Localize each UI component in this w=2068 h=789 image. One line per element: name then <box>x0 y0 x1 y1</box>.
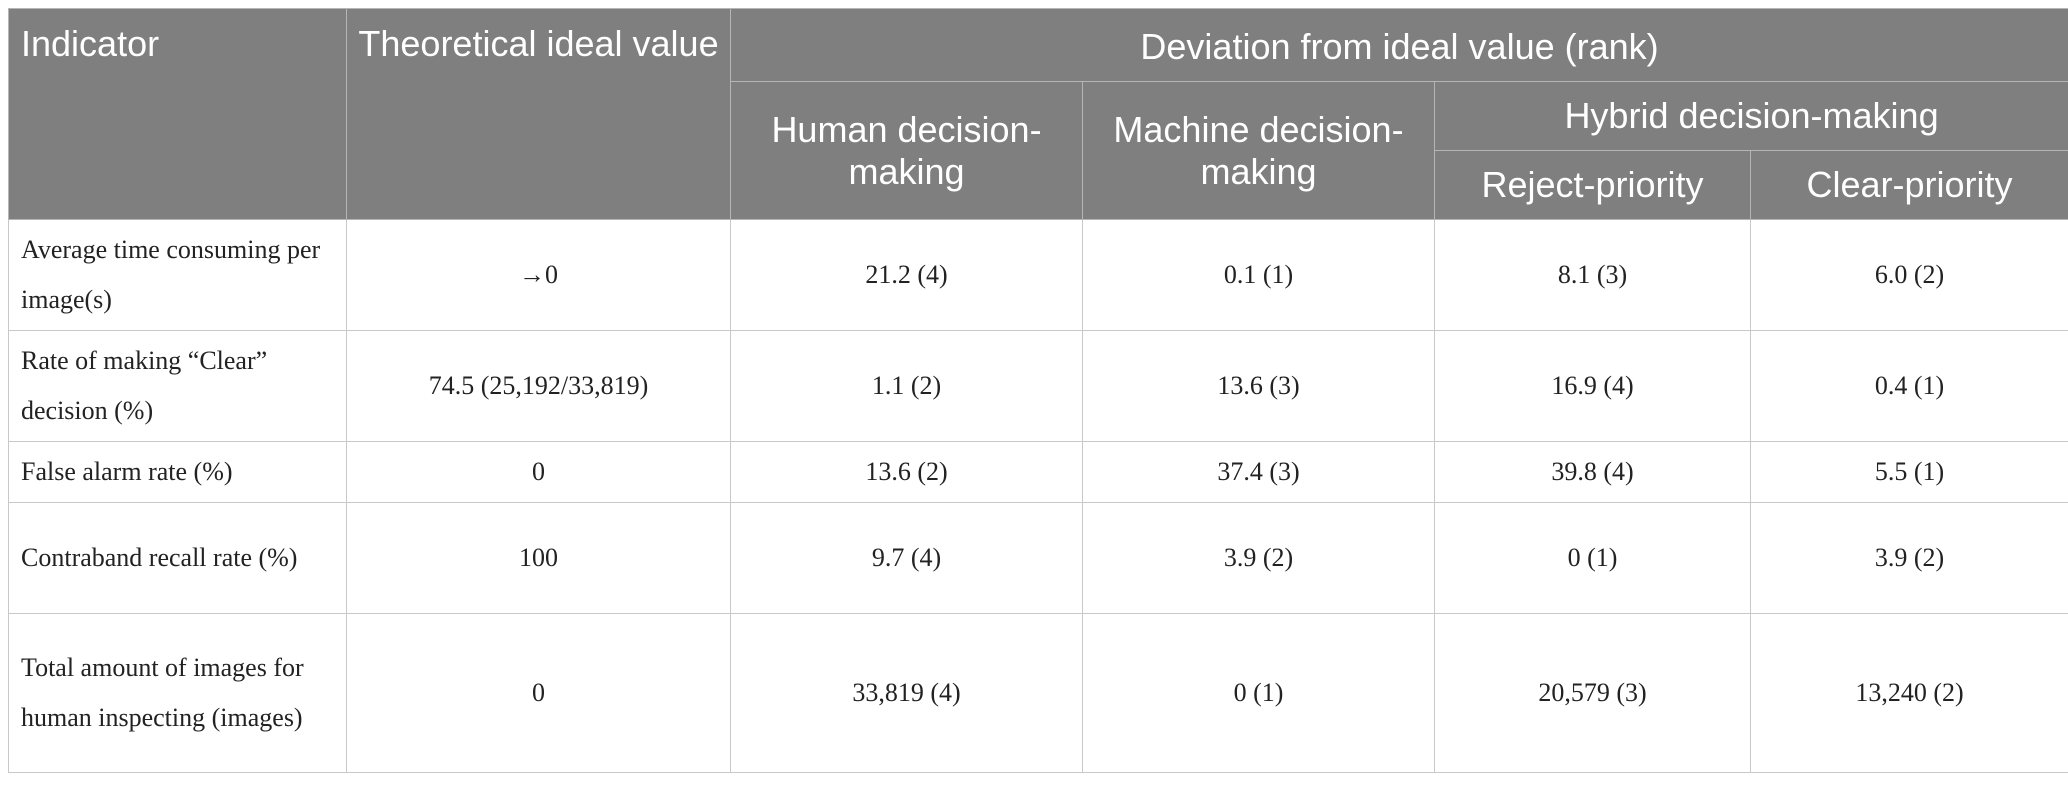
row-ideal: 0 <box>346 613 731 773</box>
row-indicator: Rate of making “Clear” decision (%) <box>8 330 347 442</box>
header-reject-priority: Reject-priority <box>1434 150 1751 220</box>
row-human: 21.2 (4) <box>730 219 1083 331</box>
row-indicator: Average time consuming per image(s) <box>8 219 347 331</box>
table-row: False alarm rate (%) 0 13.6 (2) 37.4 (3)… <box>8 441 2068 503</box>
row-machine: 0 (1) <box>1082 613 1435 773</box>
table-row: Total amount of images for human inspect… <box>8 613 2068 773</box>
row-reject: 8.1 (3) <box>1434 219 1751 331</box>
row-ideal: 74.5 (25,192/33,819) <box>346 330 731 442</box>
header-ideal-value: Theoretical ideal value <box>346 8 731 220</box>
row-clear: 0.4 (1) <box>1749 330 2068 442</box>
row-machine: 13.6 (3) <box>1082 330 1435 442</box>
results-table-container: Indicator Theoretical ideal value Deviat… <box>8 8 2068 773</box>
table-row: Average time consuming per image(s) →0 2… <box>8 219 2068 331</box>
row-reject: 0 (1) <box>1434 502 1751 614</box>
row-machine: 0.1 (1) <box>1082 219 1435 331</box>
row-ideal: 100 <box>346 502 731 614</box>
results-table: Indicator Theoretical ideal value Deviat… <box>8 8 2068 773</box>
header-indicator: Indicator <box>8 8 347 220</box>
row-ideal: →0 <box>346 219 731 331</box>
row-human: 33,819 (4) <box>730 613 1083 773</box>
row-reject: 39.8 (4) <box>1434 441 1751 503</box>
row-clear: 5.5 (1) <box>1749 441 2068 503</box>
header-deviation: Deviation from ideal value (rank) <box>729 8 2068 82</box>
row-machine: 37.4 (3) <box>1082 441 1435 503</box>
row-clear: 3.9 (2) <box>1749 502 2068 614</box>
row-reject: 20,579 (3) <box>1434 613 1751 773</box>
row-machine: 3.9 (2) <box>1082 502 1435 614</box>
row-indicator: Contraband recall rate (%) <box>8 502 347 614</box>
row-indicator: Total amount of images for human inspect… <box>8 613 347 773</box>
row-indicator: False alarm rate (%) <box>8 441 347 503</box>
row-ideal: 0 <box>346 441 731 503</box>
table-row: Rate of making “Clear” decision (%) 74.5… <box>8 330 2068 442</box>
header-machine: Machine decision-making <box>1082 81 1435 220</box>
row-clear: 13,240 (2) <box>1749 613 2068 773</box>
row-human: 13.6 (2) <box>730 441 1083 503</box>
header-clear-priority: Clear-priority <box>1749 150 2068 220</box>
row-human: 1.1 (2) <box>730 330 1083 442</box>
row-human: 9.7 (4) <box>730 502 1083 614</box>
row-reject: 16.9 (4) <box>1434 330 1751 442</box>
table-row: Contraband recall rate (%) 100 9.7 (4) 3… <box>8 502 2068 614</box>
row-clear: 6.0 (2) <box>1749 219 2068 331</box>
header-human: Human decision-making <box>730 81 1083 220</box>
header-hybrid: Hybrid decision-making <box>1433 81 2068 151</box>
